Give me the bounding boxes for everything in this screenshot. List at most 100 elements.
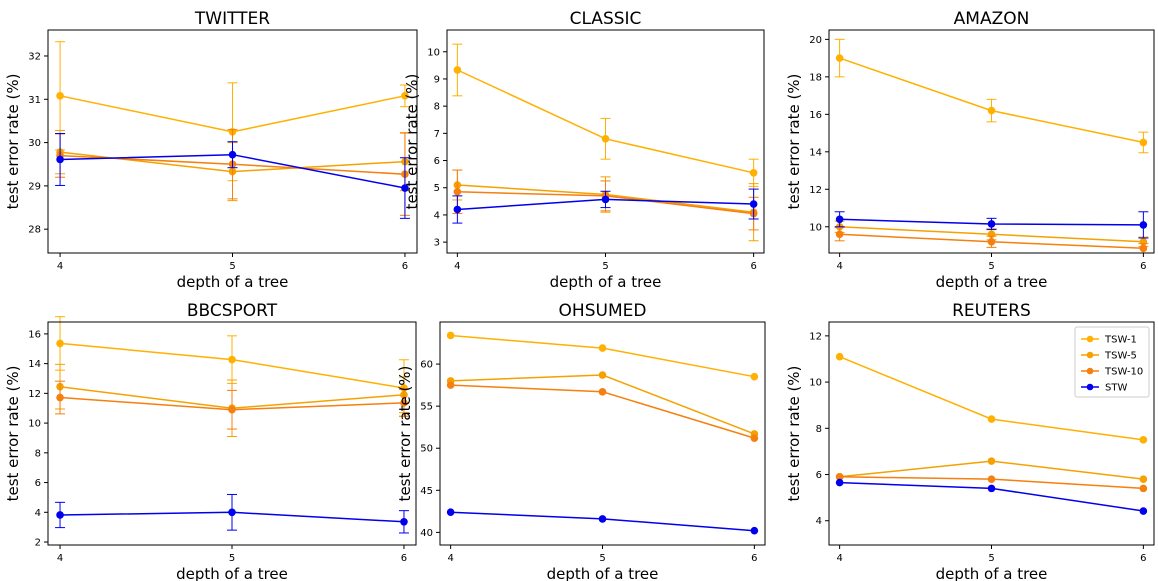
series-tsw-1 <box>452 43 759 187</box>
y-tick-label: 8 <box>816 424 822 435</box>
data-point <box>750 526 759 535</box>
y-tick-label: 28 <box>28 225 41 236</box>
data-point <box>601 134 610 143</box>
y-tick-label: 12 <box>809 185 822 196</box>
y-tick-label: 6 <box>816 470 822 481</box>
data-point <box>453 188 462 196</box>
series-tsw-5 <box>446 371 759 438</box>
data-point <box>228 508 236 517</box>
y-tick-label: 6 <box>434 156 440 167</box>
data-point <box>400 518 408 526</box>
subplot-bbcsport: 4 5 6 2 4 6 8 10 12 14 16 BBCSPORT depth of a tree te… <box>4 301 417 581</box>
data-point <box>446 508 455 516</box>
y-tick-label: 31 <box>28 95 41 106</box>
data-point <box>56 339 64 348</box>
y-tick-label: 8 <box>434 102 440 113</box>
y-tick-label: 50 <box>420 444 433 455</box>
subplot-title: REUTERS <box>952 301 1031 321</box>
y-axis-label: test error rate (%) <box>403 74 421 210</box>
x-tick-label: 5 <box>988 261 994 272</box>
y-tick-label: 60 <box>420 360 433 371</box>
data-point <box>749 168 758 177</box>
y-axis-label: test error rate (%) <box>785 366 803 502</box>
data-point <box>987 106 996 115</box>
data-point <box>1139 436 1148 444</box>
legend-item-tsw-1: TSW-1 <box>1081 335 1137 346</box>
data-point <box>56 393 64 402</box>
data-point <box>446 331 455 340</box>
data-point <box>835 54 844 62</box>
y-tick-label: 29 <box>28 181 41 192</box>
data-point <box>598 344 607 352</box>
y-tick-label: 45 <box>420 486 433 497</box>
series-stw <box>446 508 759 535</box>
x-axis-label: depth of a tree <box>176 565 288 581</box>
series-stw <box>835 478 1148 515</box>
y-tick-label: 18 <box>809 72 822 83</box>
x-tick-label: 4 <box>454 261 460 272</box>
y-tick-label: 9 <box>434 74 440 85</box>
data-point <box>987 484 996 493</box>
y-tick-label: 4 <box>35 508 41 519</box>
y-tick-label: 20 <box>809 35 822 46</box>
legend-label: TSW-5 <box>1104 351 1137 362</box>
x-axis-label: depth of a tree <box>177 273 289 291</box>
y-tick-label: 3 <box>434 238 440 249</box>
data-point <box>750 372 759 381</box>
data-point <box>400 399 408 407</box>
data-point <box>987 457 996 465</box>
subplot-title: BBCSPORT <box>187 301 278 321</box>
x-tick-label: 6 <box>750 261 756 272</box>
data-point <box>56 92 64 100</box>
y-axis-label: test error rate (%) <box>4 366 22 502</box>
legend-label: TSW-10 <box>1104 367 1143 378</box>
legend-box <box>1074 326 1150 398</box>
x-axis-label: depth of a tree <box>936 565 1048 581</box>
data-point <box>987 415 996 423</box>
y-tick-label: 12 <box>809 331 822 342</box>
subplot-classic: 4 5 6 3 4 5 6 7 8 9 10 CLASSIC depth of a tree test e… <box>403 9 765 291</box>
data-point <box>835 215 844 224</box>
x-tick-label: 4 <box>447 553 453 564</box>
x-tick-label: 5 <box>229 553 235 564</box>
y-tick-label: 6 <box>35 478 41 489</box>
y-tick-label: 10 <box>809 222 822 233</box>
y-tick-label: 16 <box>809 110 822 121</box>
y-tick-label: 4 <box>434 210 440 221</box>
data-point <box>453 66 462 74</box>
y-tick-label: 12 <box>28 389 41 400</box>
x-tick-label: 4 <box>57 553 63 564</box>
x-tick-label: 4 <box>836 261 842 272</box>
data-point <box>835 478 844 487</box>
x-axis-label: depth of a tree <box>547 565 659 581</box>
y-tick-label: 32 <box>28 51 41 62</box>
series-tsw-1 <box>835 352 1148 444</box>
data-point <box>598 388 607 396</box>
data-point <box>601 195 610 204</box>
series-tsw-1 <box>446 331 759 381</box>
data-point <box>228 405 236 414</box>
data-point <box>987 237 996 246</box>
x-tick-label: 6 <box>1140 553 1146 564</box>
series-line <box>450 374 755 435</box>
data-point <box>835 230 844 239</box>
legend-label: STW <box>1105 383 1127 394</box>
data-point <box>987 475 996 483</box>
series-stw <box>55 493 409 534</box>
y-tick-label: 7 <box>434 129 440 140</box>
x-tick-label: 6 <box>751 553 757 564</box>
data-point <box>987 220 996 228</box>
data-point <box>401 92 409 100</box>
legend-item-stw: STW <box>1081 383 1127 394</box>
subplot-twitter: 4 5 6 28 29 30 31 32 TWITTER depth of a tree test … <box>4 9 418 291</box>
subplot-title: AMAZON <box>954 9 1030 29</box>
y-axis-label: test error rate (%) <box>396 366 414 502</box>
x-tick-label: 4 <box>836 553 842 564</box>
data-point <box>56 511 64 519</box>
x-tick-label: 4 <box>57 261 63 272</box>
data-point <box>228 355 236 364</box>
y-tick-label: 10 <box>28 419 41 430</box>
data-point <box>1139 221 1148 229</box>
